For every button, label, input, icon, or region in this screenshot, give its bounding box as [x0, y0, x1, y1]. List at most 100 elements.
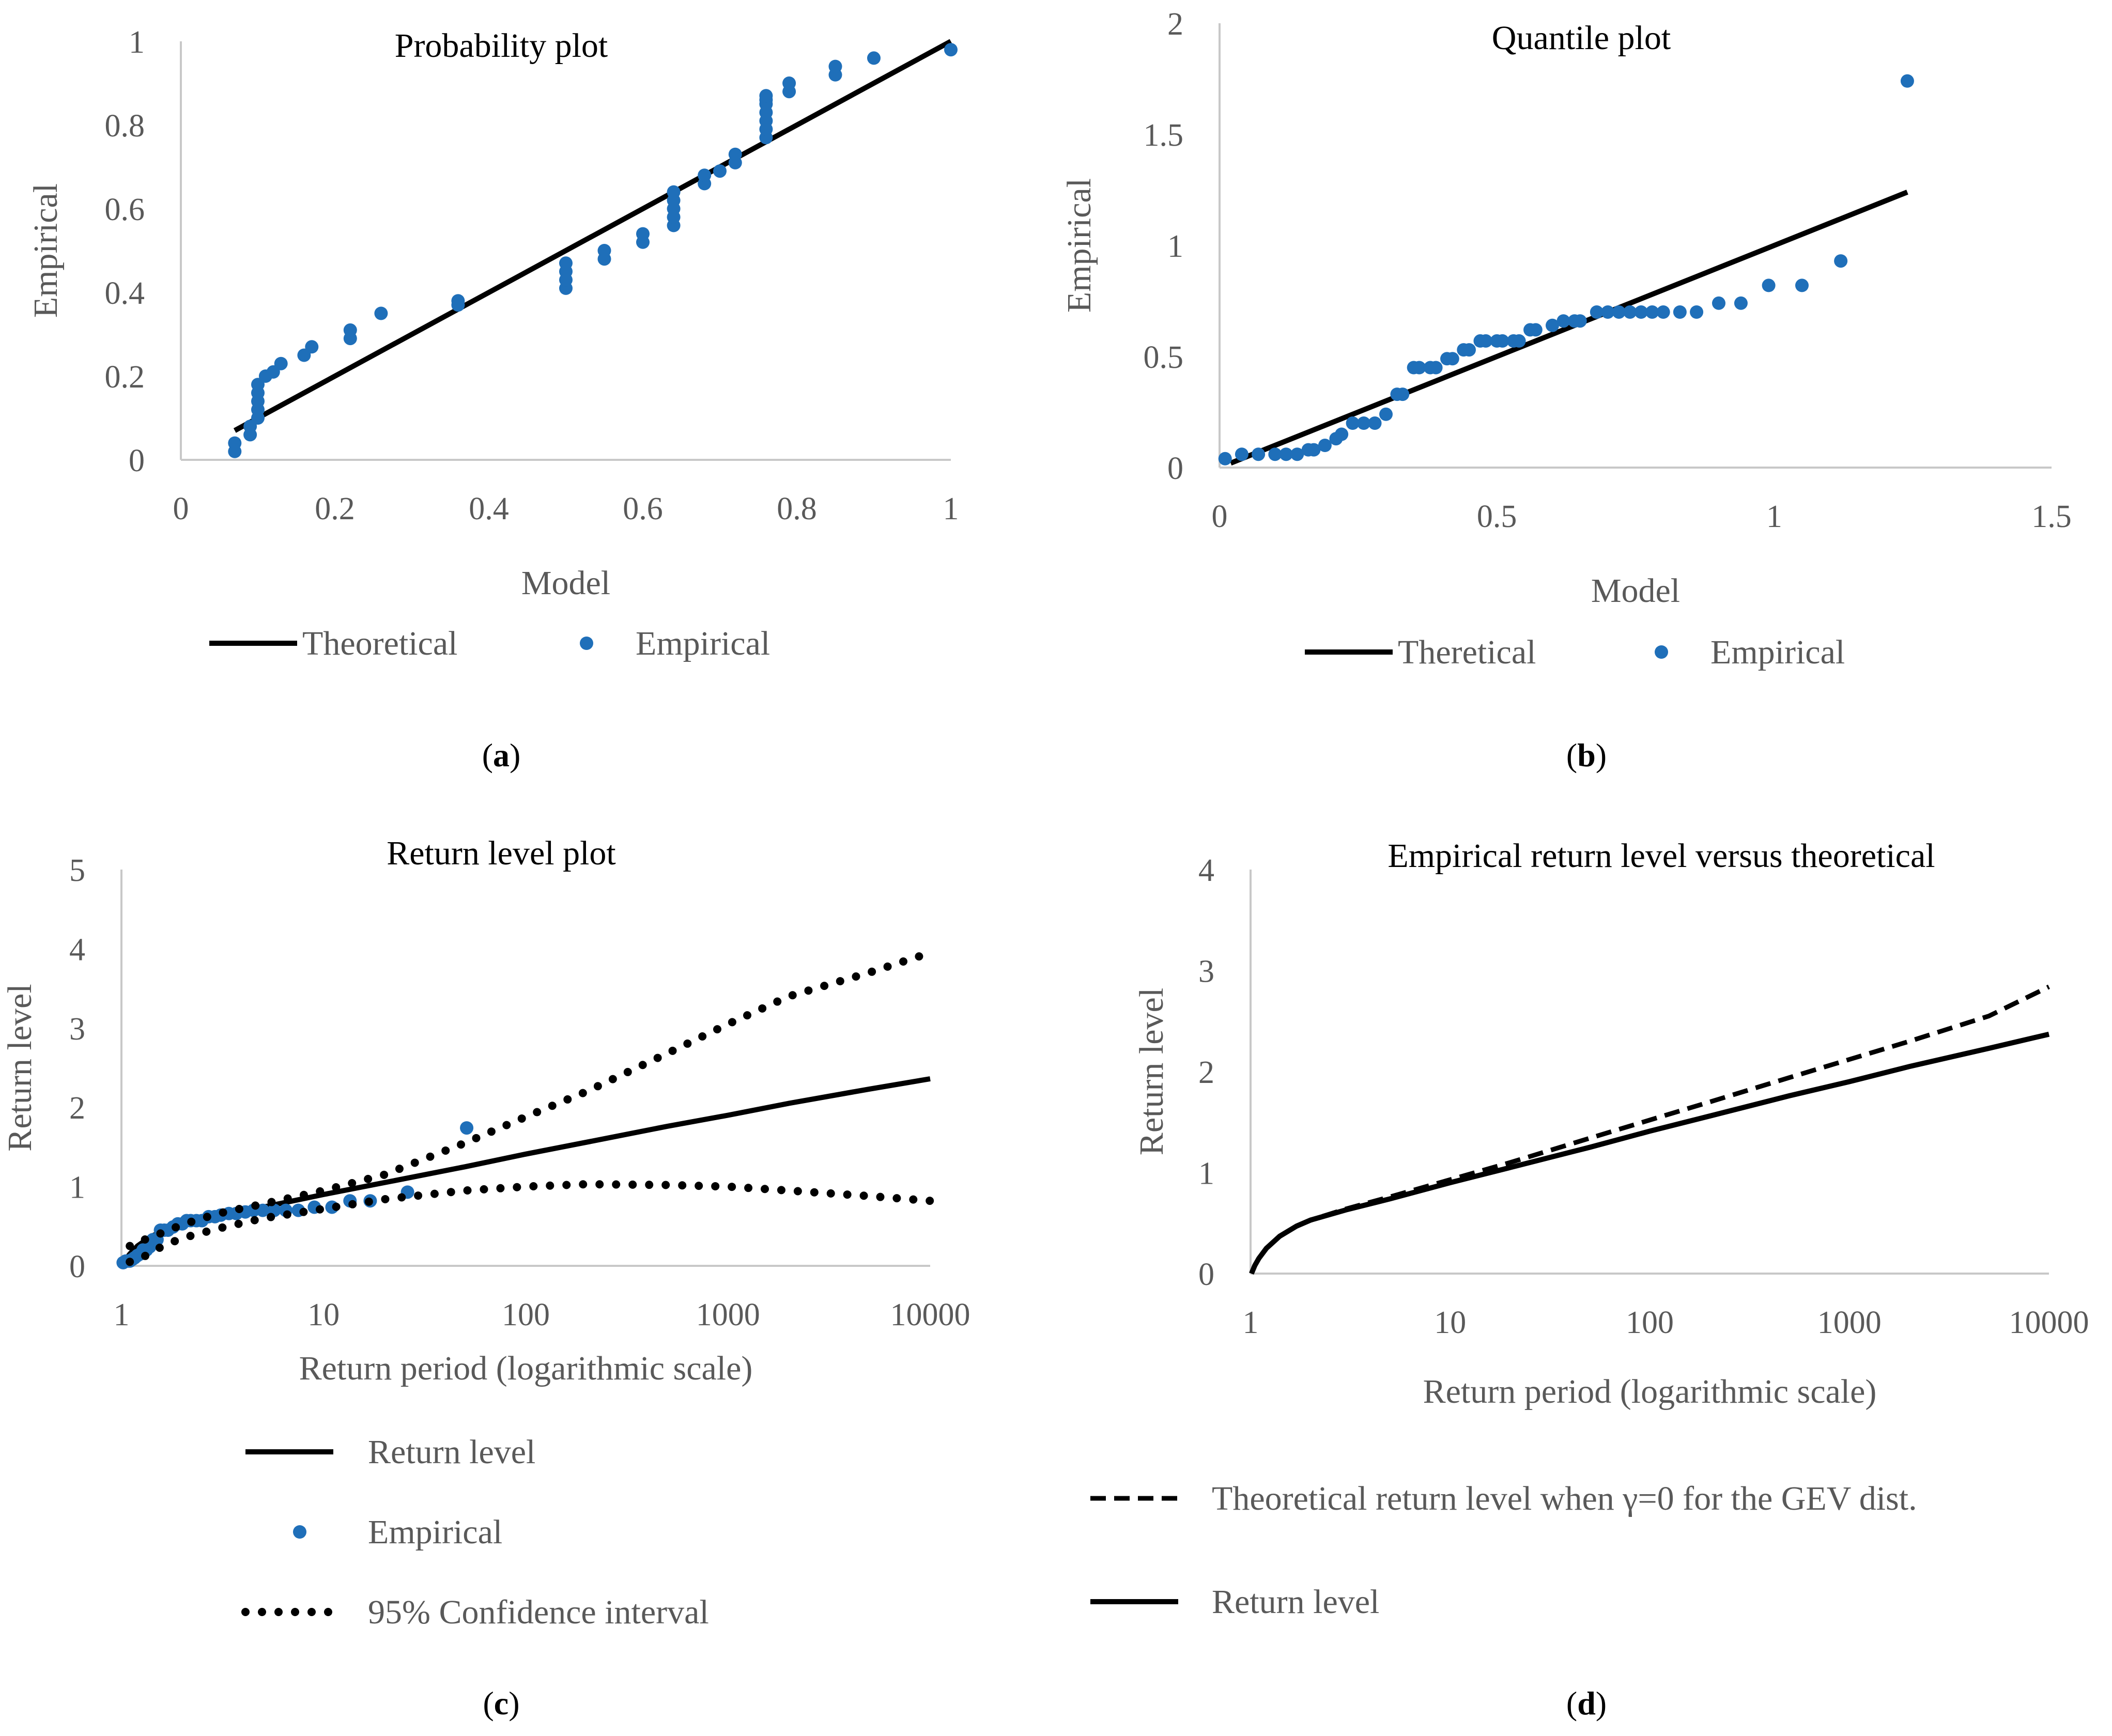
legend-label: Empirical [1710, 633, 1845, 671]
chart-panel-a: 0 0.2 0.4 0.6 0.8 1 0 0.2 0.4 0.6 0.8 1 Probability … [0, 0, 1054, 806]
legend-label: Return level [1212, 1583, 1379, 1621]
data-point [1900, 74, 1914, 88]
caption-c: (c) [483, 1685, 520, 1722]
y-tick-label: 0.5 [1144, 340, 1184, 375]
y-axis-label: Empirical [1060, 178, 1098, 313]
x-tick-label: 1 [943, 491, 959, 526]
data-point [1590, 305, 1604, 319]
data-point [1712, 296, 1725, 310]
data-point [1429, 361, 1443, 375]
data-point [305, 340, 319, 354]
data-point [1645, 305, 1659, 319]
x-tick-label: 1.5 [2031, 499, 2072, 534]
x-axis-label: Return period (logarithmic scale) [299, 1350, 753, 1387]
data-point [944, 43, 958, 57]
series-line [1249, 1031, 2050, 1275]
data-point [1379, 407, 1393, 421]
data-point [1656, 305, 1670, 319]
data-point [1235, 447, 1248, 461]
legend-label: Return level [368, 1433, 535, 1471]
data-point [1335, 427, 1349, 441]
x-tick-label: 10000 [890, 1297, 970, 1332]
y-tick-label: 5 [69, 853, 85, 888]
data-point [460, 1121, 474, 1135]
chart-panel-b: 0 0.5 1 1.5 2 0 0.5 1 1.5 Quantile plot Model Empir… [1054, 0, 2112, 806]
x-tick-label: 10000 [2009, 1305, 2089, 1340]
data-point [698, 168, 712, 182]
x-tick-label: 100 [502, 1297, 550, 1332]
chart-b: 0 0.5 1 1.5 2 0 0.5 1 1.5 Quantile plot Model Empir… [1060, 7, 2072, 671]
x-axis-label: Model [521, 564, 610, 602]
series-line [120, 1076, 931, 1267]
y-tick-label: 0.2 [105, 360, 145, 395]
data-point [1396, 388, 1410, 401]
data-point [728, 147, 742, 161]
series-line [126, 1180, 934, 1266]
y-tick-label: 0 [1167, 451, 1183, 486]
data-point [1556, 314, 1570, 328]
data-point [1412, 361, 1426, 375]
x-tick-label: 10 [1434, 1305, 1466, 1340]
data-point [1601, 305, 1615, 319]
y-tick-label: 1.5 [1144, 118, 1184, 153]
data-point [1546, 318, 1559, 332]
data-point [1445, 352, 1459, 366]
data-point [451, 294, 465, 308]
data-point [1762, 278, 1776, 292]
legend-label: Empirical [636, 625, 770, 662]
y-tick-label: 4 [69, 932, 85, 967]
caption-a: (a) [482, 737, 521, 773]
x-tick-label: 0.4 [469, 491, 509, 526]
legend-point-swatch [580, 637, 593, 650]
data-point [1529, 323, 1543, 337]
y-tick-label: 1 [129, 25, 145, 60]
legend-label: 95% Confidence interval [368, 1593, 709, 1631]
data-point [1318, 439, 1332, 452]
data-point [636, 227, 650, 241]
y-tick-label: 1 [1198, 1156, 1214, 1191]
data-point [828, 59, 842, 73]
x-tick-label: 0.6 [623, 491, 663, 526]
y-axis-label: Return level [1133, 988, 1170, 1155]
data-point [1690, 305, 1704, 319]
x-tick-label: 1000 [1817, 1305, 1882, 1340]
y-tick-label: 1 [1167, 229, 1183, 264]
data-point [1346, 416, 1360, 430]
data-point [1368, 416, 1382, 430]
data-point [1252, 447, 1266, 461]
chart-panel-d: 0 1 2 3 4 1 10 100 1000 10000 Empirical return lev… [1054, 806, 2112, 1736]
legend-point-swatch [293, 1525, 306, 1539]
chart-title: Empirical return level versus theoretica… [1388, 837, 1935, 875]
legend-label: Theretical [1398, 633, 1536, 671]
y-tick-label: 0.6 [105, 192, 145, 227]
y-tick-label: 4 [1198, 853, 1214, 888]
chart-a: 0 0.2 0.4 0.6 0.8 1 0 0.2 0.4 0.6 0.8 1 Probability … [27, 25, 959, 662]
y-tick-label: 0 [69, 1249, 85, 1284]
chart-title: Return level plot [387, 834, 616, 872]
data-point [1462, 343, 1476, 357]
y-tick-label: 2 [69, 1091, 85, 1126]
x-tick-label: 0.5 [1477, 499, 1517, 534]
y-tick-label: 0 [129, 443, 145, 478]
x-tick-label: 0.2 [315, 491, 355, 526]
x-tick-label: 10 [307, 1297, 340, 1332]
x-tick-label: 1 [114, 1297, 130, 1332]
data-point [782, 76, 796, 90]
y-axis-label: Empirical [27, 183, 65, 318]
chart-title: Quantile plot [1492, 19, 1671, 57]
y-tick-label: 0.4 [105, 276, 145, 311]
series-line [1229, 190, 1908, 466]
y-tick-label: 3 [69, 1012, 85, 1047]
y-tick-label: 0 [1198, 1257, 1214, 1292]
legend-point-swatch [1655, 645, 1668, 659]
y-tick-label: 0.8 [105, 109, 145, 144]
legend-label: Empirical [368, 1513, 502, 1551]
data-point [559, 256, 573, 270]
x-tick-label: 1 [1766, 499, 1782, 534]
x-tick-label: 0 [173, 491, 189, 526]
y-tick-label: 2 [1198, 1055, 1214, 1090]
data-point [759, 89, 773, 103]
data-point [597, 244, 611, 257]
x-tick-label: 1000 [696, 1297, 760, 1332]
